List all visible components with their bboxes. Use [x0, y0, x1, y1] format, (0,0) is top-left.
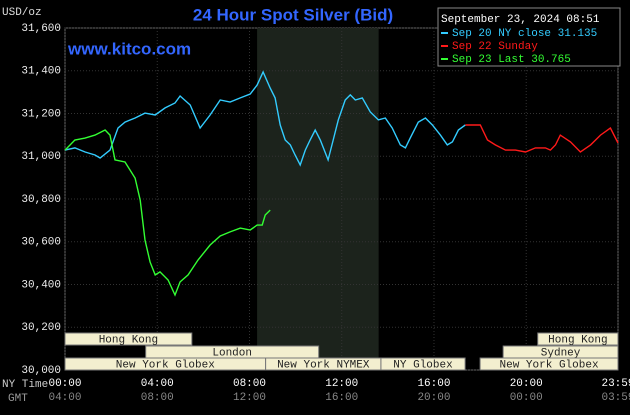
session-label: Hong Kong: [548, 334, 607, 346]
y-tick-label: 31,200: [21, 108, 61, 120]
x-tick-label: 23:59: [601, 378, 630, 390]
x2-tick-label: 20:00: [417, 392, 450, 404]
x2-tick-label: 08:00: [141, 392, 174, 404]
x2-tick-label: 04:00: [48, 392, 81, 404]
legend-entry: Sep 23 Last 30.765: [452, 54, 571, 66]
series-line: [64, 70, 466, 167]
session-bar: [537, 332, 619, 346]
session-label: New York NYMEX: [277, 359, 370, 371]
legend-entry: Sep 22 Sunday: [452, 41, 538, 53]
x-axis-label: NY Time: [2, 379, 48, 391]
y-axis-label: USD/oz: [2, 7, 42, 19]
legend-entry: Sep 20 NY close 31.135: [452, 28, 597, 40]
y-tick-label: 31,600: [21, 23, 61, 35]
x2-tick-label: 16:00: [325, 392, 358, 404]
x2-axis-label: GMT: [8, 393, 28, 405]
session-label: NY Globex: [393, 359, 453, 371]
session-label: Sydney: [541, 347, 581, 359]
session-label: Hong Kong: [99, 334, 158, 346]
y-tick-label: 30,200: [21, 322, 61, 334]
session-bar: [380, 357, 466, 371]
y-tick-label: 30,000: [21, 365, 61, 377]
legend-box: [437, 7, 621, 67]
session-bar: [64, 332, 193, 346]
x2-tick-label: 12:00: [233, 392, 266, 404]
series-line: [465, 124, 619, 153]
timestamp: September 23, 2024 08:51: [441, 14, 600, 26]
y-tick-label: 31,000: [21, 151, 61, 163]
y-tick-label: 30,400: [21, 279, 61, 291]
series-line: [64, 129, 271, 297]
chart-title: 24 Hour Spot Silver (Bid): [193, 5, 393, 24]
session-bar: [479, 357, 619, 371]
x-tick-label: 04:00: [141, 378, 174, 390]
x-tick-label: 00:00: [48, 378, 81, 390]
x-tick-label: 16:00: [417, 378, 450, 390]
x-tick-label: 08:00: [233, 378, 266, 390]
plot-area: [64, 27, 619, 371]
session-label: New York Globex: [116, 359, 215, 371]
session-label: New York Globex: [500, 359, 599, 371]
y-tick-label: 31,400: [21, 66, 61, 78]
x2-tick-label: 03:59: [601, 392, 630, 404]
source-url: www.kitco.com: [67, 39, 191, 58]
x-tick-label: 20:00: [510, 378, 543, 390]
session-label: London: [212, 347, 252, 359]
y-tick-label: 30,600: [21, 237, 61, 249]
x-tick-label: 12:00: [325, 378, 358, 390]
x2-tick-label: 00:00: [510, 392, 543, 404]
y-tick-label: 30,800: [21, 194, 61, 206]
